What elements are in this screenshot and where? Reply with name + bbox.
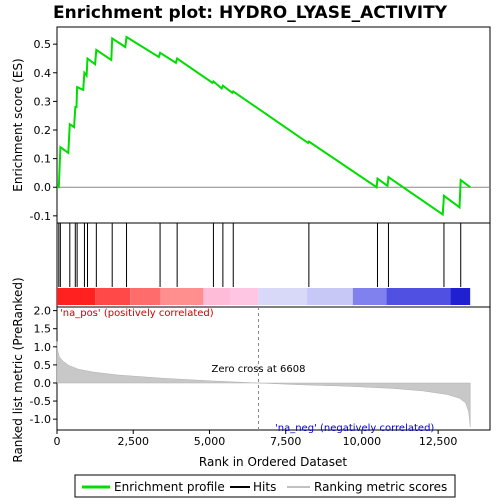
es-y-tick-label: -0.1 (30, 210, 51, 223)
es-y-axis: -0.1 0.0 0.1 0.2 0.3 0.4 0.5 (30, 38, 57, 223)
ranking-metric-area (56, 341, 471, 428)
metric-panel-frame (56, 306, 491, 431)
colorbar-segment (386, 288, 451, 305)
metric-y-tick-label: 1.5 (34, 323, 52, 336)
colorbar-segment (450, 288, 471, 305)
colorbar-segment (57, 288, 96, 305)
metric-y-tick-label: 2.0 (34, 305, 52, 318)
x-tick-label: 10,000 (343, 435, 382, 448)
es-y-tick-label: 0.5 (34, 38, 52, 51)
zero-cross-label: Zero cross at 6608 (212, 364, 306, 375)
colorbar-segment (352, 288, 387, 305)
x-tick-label: 7,500 (270, 435, 302, 448)
metric-y-tick-label: 0.0 (34, 377, 52, 390)
na-neg-label: 'na_neg' (negatively correlated) (275, 423, 434, 434)
x-axis: 0 2,500 5,000 7,500 10,000 12,500 (54, 430, 458, 448)
es-y-tick-label: 0.4 (34, 67, 52, 80)
na-pos-label: 'na_pos' (positively correlated) (60, 308, 214, 319)
es-y-axis-label: Enrichment score (ES) (11, 58, 25, 191)
legend-hits: Hits (253, 480, 276, 494)
metric-y-tick-label: 0.5 (34, 359, 52, 372)
colorbar-segment (160, 288, 204, 305)
colorbar-segment (203, 288, 231, 305)
metric-y-axis-label: Ranked list metric (PreRanked) (11, 277, 25, 462)
es-y-tick-label: 0.0 (34, 181, 52, 194)
enrichment-profile-line (57, 35, 471, 217)
es-panel-frame (56, 26, 491, 224)
es-y-tick-label: 0.3 (34, 95, 52, 108)
metric-y-tick-label: 1.0 (34, 341, 52, 354)
metric-y-axis: -1.0 -0.5 0.0 0.5 1.0 1.5 2.0 (30, 305, 57, 426)
hit-marks (58, 223, 462, 287)
metric-y-tick-label: -1.0 (30, 413, 51, 426)
chart-title: Enrichment plot: HYDRO_LYASE_ACTIVITY (53, 3, 448, 23)
legend-enrichment-profile: Enrichment profile (114, 480, 225, 494)
colorbar-segment (307, 288, 353, 305)
colorbar-segment (258, 288, 308, 305)
x-axis-label: Rank in Ordered Dataset (199, 455, 347, 469)
es-y-tick-label: 0.2 (34, 124, 52, 137)
x-tick-label: 5,000 (194, 435, 226, 448)
x-tick-label: 12,500 (419, 435, 458, 448)
x-tick-label: 2,500 (117, 435, 149, 448)
colorbar-segment (230, 288, 259, 305)
metric-y-tick-label: -0.5 (30, 395, 51, 408)
es-y-tick-label: 0.1 (34, 153, 52, 166)
legend-box (74, 474, 456, 498)
colorbar-segment (130, 288, 161, 305)
legend-ranking-metric: Ranking metric scores (314, 480, 447, 494)
colorbar-segment (95, 288, 131, 305)
rank-colorbar (57, 288, 471, 305)
x-tick-label: 0 (54, 435, 61, 448)
